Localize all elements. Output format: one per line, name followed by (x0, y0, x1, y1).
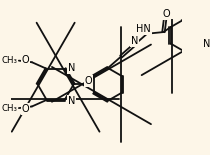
Text: O: O (163, 9, 171, 19)
Text: N: N (68, 96, 75, 106)
Text: N: N (203, 38, 210, 49)
Text: CH₃: CH₃ (1, 56, 17, 65)
Text: N: N (131, 36, 139, 46)
Text: HN: HN (136, 24, 151, 34)
Text: O: O (84, 76, 92, 86)
Text: O: O (22, 55, 29, 65)
Text: CH₃: CH₃ (1, 104, 17, 113)
Text: O: O (22, 104, 29, 114)
Text: N: N (68, 63, 75, 73)
